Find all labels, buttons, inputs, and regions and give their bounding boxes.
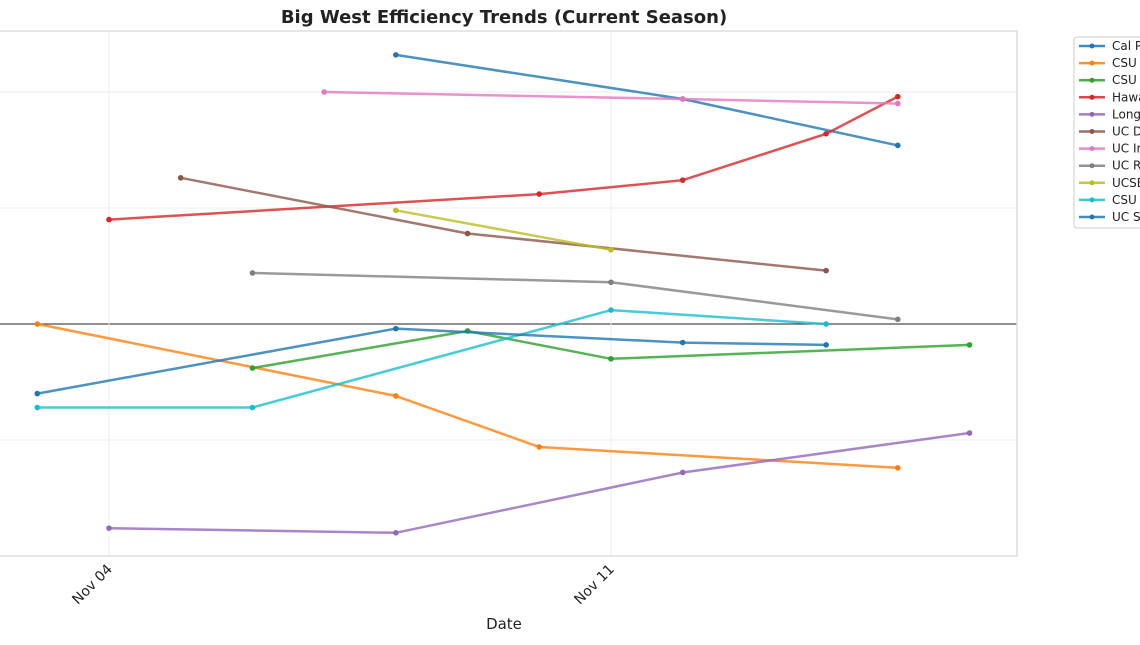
data-point [608,246,614,253]
data-point [464,230,471,237]
data-point [249,404,256,411]
series-line [37,308,827,409]
data-point [608,279,614,286]
series-lines [34,52,973,536]
legend-label: Long [1112,107,1140,121]
data-point [895,100,901,107]
data-point [34,404,41,411]
legend-label: UC S [1112,210,1140,224]
data-point [393,530,399,536]
data-point [249,270,256,276]
series-line [37,322,898,470]
legend-item: UC S [1079,210,1140,224]
legend-item: Hawa [1079,90,1140,104]
legend-label: CSU [1112,56,1137,70]
legend-item: Long [1079,107,1140,121]
data-point [34,321,41,327]
data-point [393,52,399,58]
legend-label: CSU [1112,193,1137,207]
chart-title: Big West Efficiency Trends (Current Seas… [281,7,727,28]
data-point [679,177,686,183]
data-point [177,175,184,181]
data-point [679,469,686,476]
data-point [393,393,399,399]
data-point [608,356,614,362]
data-point [34,390,41,397]
series-line [108,431,970,535]
data-point [966,430,973,436]
data-point [895,142,901,149]
data-point [321,89,327,95]
legend-item: UC R [1079,159,1140,173]
series-line [180,176,827,272]
data-point [895,316,901,323]
x-tick-label: Nov 04 [69,561,115,607]
x-axis-label: Date [486,615,522,633]
series-8 [393,207,614,253]
data-point [393,325,399,332]
legend-item: Cal P [1079,39,1140,53]
data-point [536,191,543,197]
series-line [252,271,898,321]
data-point [966,342,973,348]
legend-label: Hawa [1112,90,1140,104]
series-3 [106,93,901,223]
x-axis-ticks: Nov 04 Nov 11 [69,561,617,607]
data-point [823,267,829,274]
gridlines [0,31,1017,556]
legend-item: UC Ir [1079,142,1140,156]
series-6 [321,89,901,107]
legend-label: UC Ir [1112,142,1140,156]
series-line [37,327,827,395]
series-line [108,95,899,221]
data-point [895,93,901,100]
data-point [393,207,399,214]
series-line [395,209,612,252]
legend-item: UCSB [1079,176,1140,190]
legend-item: CSU [1079,193,1137,207]
legend-item: CSU [1079,73,1137,87]
series-line [252,329,970,370]
data-point [679,339,686,346]
series-10 [34,325,829,397]
data-point [895,465,901,471]
data-point [823,130,829,137]
data-point [106,216,112,223]
legend-label: UCSB [1112,176,1140,190]
x-tick-label: Nov 11 [571,562,617,608]
series-5 [177,175,829,274]
data-point [249,365,256,371]
data-point [823,342,829,348]
series-2 [249,328,973,371]
legend: Cal P CSU CSU Hawa Long UC D UC Ir UC R UCSB CSU U… [1073,36,1140,229]
series-line [395,53,899,147]
plot-area-frame [0,30,1018,557]
data-point [679,96,686,102]
legend-item: CSU [1079,56,1137,70]
data-point [106,525,112,531]
data-point [608,307,614,313]
legend-label: Cal P [1112,39,1140,53]
series-9 [34,307,829,411]
legend-label: CSU [1112,73,1137,87]
legend-label: UC D [1112,125,1140,139]
legend-frame [1073,36,1140,229]
data-point [823,321,829,327]
legend-item: UC D [1079,125,1140,139]
legend-label: UC R [1112,159,1140,173]
series-7 [249,270,901,323]
series-4 [106,430,973,536]
data-point [536,444,543,450]
